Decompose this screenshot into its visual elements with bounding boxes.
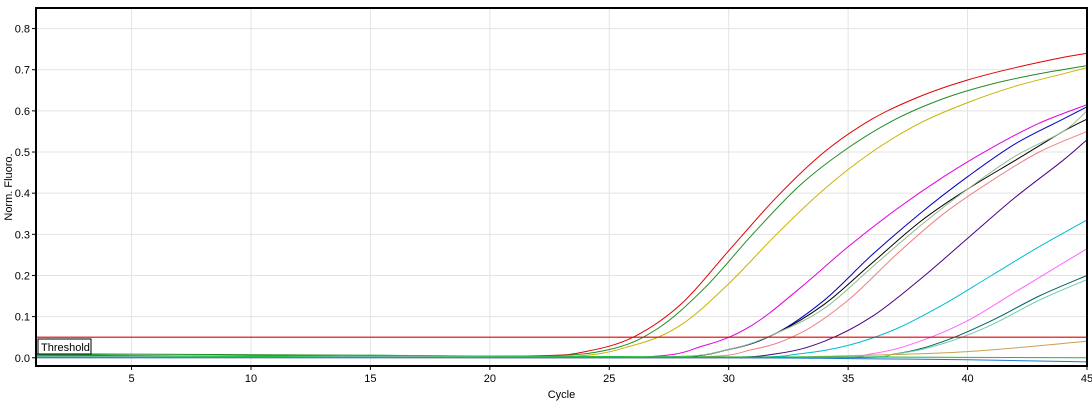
series-line-5[interactable] bbox=[35, 106, 1088, 359]
threshold-label: Threshold bbox=[41, 342, 90, 354]
series-line-2[interactable] bbox=[35, 65, 1088, 357]
series-line-8[interactable] bbox=[35, 130, 1088, 359]
x-tick-label: 40 bbox=[961, 373, 973, 385]
x-tick-label: 15 bbox=[364, 373, 376, 385]
series-line-11[interactable] bbox=[35, 248, 1088, 359]
x-axis-ticks: 5 10 15 20 25 30 35 40 45 bbox=[128, 366, 1092, 385]
y-tick-label: 0.7 bbox=[15, 65, 30, 77]
series-line-4[interactable] bbox=[35, 104, 1088, 359]
y-axis-label: Norm. Fluoro. bbox=[3, 153, 15, 220]
x-axis-label: Cycle bbox=[548, 389, 576, 401]
y-tick-label: 0.6 bbox=[15, 106, 30, 118]
threshold-label-box[interactable]: Threshold bbox=[37, 338, 92, 355]
y-tick-label: 0.4 bbox=[15, 188, 30, 200]
plot-frame bbox=[35, 7, 1088, 367]
series-line-1[interactable] bbox=[35, 52, 1088, 357]
x-tick-label: 45 bbox=[1081, 373, 1092, 385]
x-tick-label: 30 bbox=[723, 373, 735, 385]
series-line-6[interactable] bbox=[35, 118, 1088, 359]
y-tick-label: 0.3 bbox=[15, 229, 30, 241]
y-axis-ticks: 0.0 0.1 0.2 0.3 0.4 0.5 0.6 0.7 0.8 bbox=[15, 24, 36, 365]
y-tick-label: 0.2 bbox=[15, 270, 30, 282]
series-line-9[interactable] bbox=[35, 139, 1088, 359]
y-tick-label: 0.1 bbox=[15, 312, 30, 324]
threshold-label-frame bbox=[37, 338, 92, 355]
series-line-16[interactable] bbox=[35, 354, 1088, 359]
y-tick-label: 0.5 bbox=[15, 147, 30, 159]
x-tick-label: 35 bbox=[842, 373, 854, 385]
grid-lines bbox=[36, 8, 1088, 366]
x-tick-label: 25 bbox=[603, 373, 615, 385]
x-tick-label: 10 bbox=[245, 373, 257, 385]
series-group bbox=[35, 52, 1088, 363]
y-tick-label: 0.0 bbox=[15, 353, 30, 365]
series-line-15[interactable] bbox=[36, 357, 1088, 363]
x-tick-label: 20 bbox=[484, 373, 496, 385]
y-tick-label: 0.8 bbox=[15, 24, 30, 36]
x-tick-label: 5 bbox=[128, 373, 134, 385]
